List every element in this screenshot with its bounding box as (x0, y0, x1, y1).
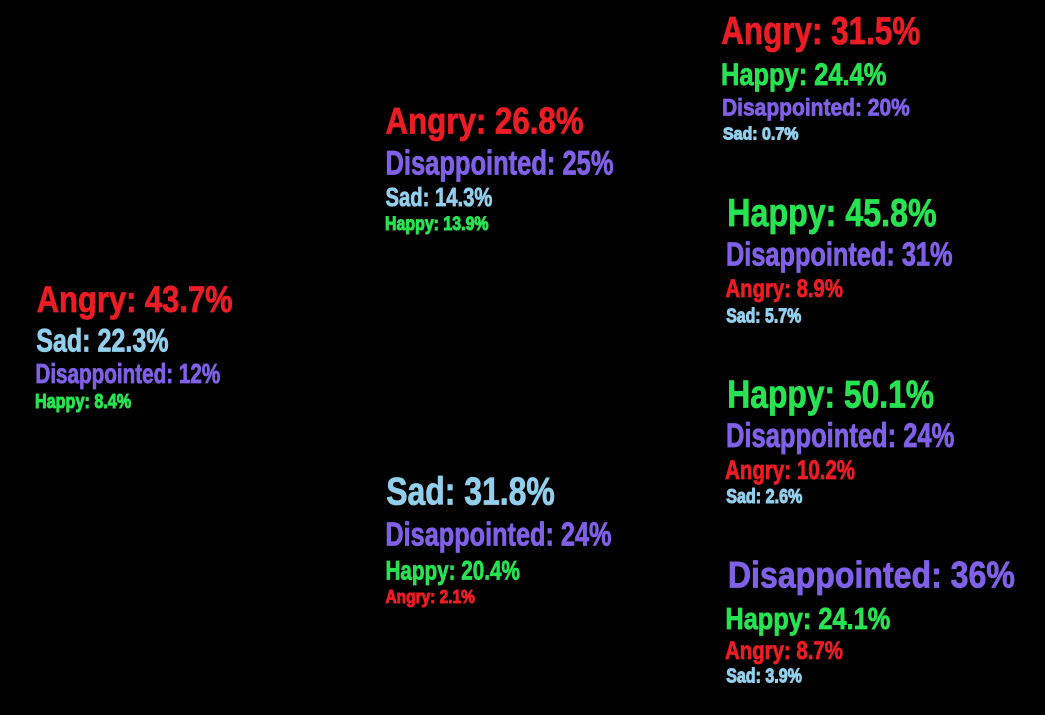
svg-text:Happy: 24.1%: Happy: 24.1% (725, 603, 890, 636)
svg-text:Disappointed: 24%: Disappointed: 24% (726, 417, 954, 455)
svg-text:Sad: 31.8%: Sad: 31.8% (386, 471, 555, 514)
svg-text:Sad: 2.6%: Sad: 2.6% (726, 486, 802, 508)
svg-text:Sad: 0.7%: Sad: 0.7% (723, 124, 798, 144)
svg-text:Disappointed: 36%: Disappointed: 36% (728, 554, 1015, 596)
svg-text:Happy: 50.1%: Happy: 50.1% (727, 374, 934, 417)
svg-text:Angry: 43.7%: Angry: 43.7% (37, 278, 233, 320)
svg-text:Happy: 13.9%: Happy: 13.9% (385, 213, 489, 235)
svg-text:Disappointed: 20%: Disappointed: 20% (722, 95, 910, 122)
svg-text:Angry: 31.5%: Angry: 31.5% (721, 10, 920, 53)
svg-text:Angry: 2.1%: Angry: 2.1% (386, 587, 475, 607)
svg-text:Angry: 8.9%: Angry: 8.9% (726, 276, 843, 303)
svg-text:Angry: 10.2%: Angry: 10.2% (725, 455, 855, 485)
svg-text:Angry: 26.8%: Angry: 26.8% (386, 100, 584, 142)
svg-text:Sad: 5.7%: Sad: 5.7% (726, 306, 801, 328)
svg-text:Sad: 22.3%: Sad: 22.3% (36, 322, 168, 359)
svg-text:Disappointed: 25%: Disappointed: 25% (386, 145, 614, 183)
svg-text:Sad: 3.9%: Sad: 3.9% (726, 666, 802, 688)
svg-text:Happy: 45.8%: Happy: 45.8% (727, 192, 936, 235)
svg-text:Angry: 8.7%: Angry: 8.7% (725, 638, 843, 665)
svg-text:Happy: 20.4%: Happy: 20.4% (386, 555, 520, 586)
svg-text:Happy: 8.4%: Happy: 8.4% (35, 390, 131, 413)
svg-text:Disappointed: 24%: Disappointed: 24% (385, 516, 611, 554)
svg-text:Disappointed: 12%: Disappointed: 12% (35, 358, 220, 389)
svg-text:Sad: 14.3%: Sad: 14.3% (386, 182, 493, 212)
svg-text:Disappointed: 31%: Disappointed: 31% (726, 237, 953, 274)
svg-text:Happy: 24.4%: Happy: 24.4% (721, 56, 886, 92)
